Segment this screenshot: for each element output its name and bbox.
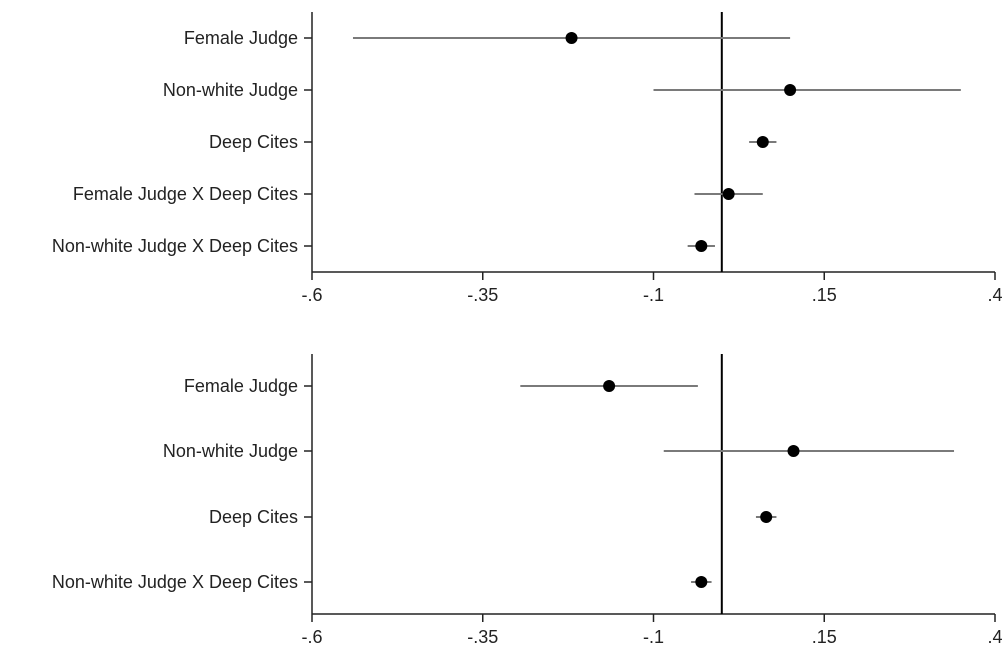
point-estimate	[784, 84, 797, 96]
category-label: Female Judge	[184, 376, 298, 396]
x-tick-label: -.1	[643, 627, 664, 647]
x-tick-label: -.6	[301, 285, 322, 305]
x-tick-label: -.1	[643, 285, 664, 305]
point-estimate	[603, 380, 616, 392]
point-estimate	[787, 445, 800, 457]
bottom-panel: -.6 -.35 -.1 .15 .4 Female Judge Non-white Jud…	[52, 354, 1002, 647]
x-tick-label: .15	[812, 285, 837, 305]
category-label: Female Judge X Deep Cites	[73, 184, 298, 204]
point-estimate	[695, 240, 708, 252]
point-estimate	[760, 511, 773, 523]
point-estimate	[695, 576, 708, 588]
x-tick-label: -.35	[467, 627, 498, 647]
category-label: Deep Cites	[209, 132, 298, 152]
category-label: Non-white Judge X Deep Cites	[52, 236, 298, 256]
category-label: Deep Cites	[209, 507, 298, 527]
category-label: Female Judge	[184, 28, 298, 48]
point-estimate	[756, 136, 769, 148]
category-label: Non-white Judge	[163, 80, 298, 100]
point-estimate	[565, 32, 578, 44]
x-tick-label: -.35	[467, 285, 498, 305]
x-tick-label: .15	[812, 627, 837, 647]
x-tick-label: -.6	[301, 627, 322, 647]
x-tick-label: .4	[987, 285, 1002, 305]
point-estimate	[722, 188, 735, 200]
top-panel: -.6 -.35 -.1 .15 .4 Female Judge Non-white Jud…	[52, 12, 1002, 305]
x-tick-label: .4	[987, 627, 1002, 647]
category-label: Non-white Judge X Deep Cites	[52, 572, 298, 592]
category-label: Non-white Judge	[163, 441, 298, 461]
